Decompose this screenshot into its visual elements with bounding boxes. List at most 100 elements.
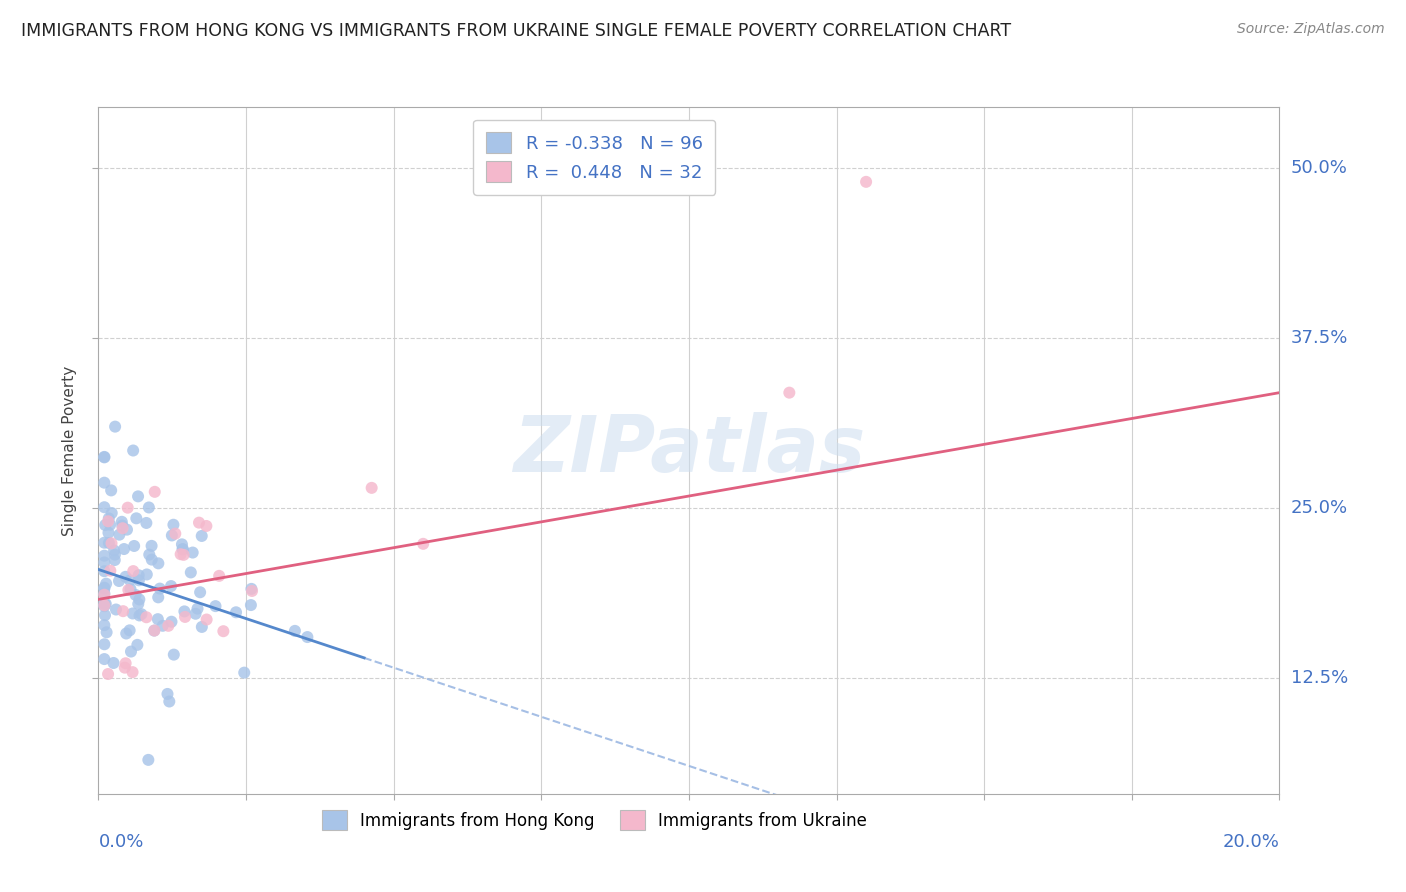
Point <box>160 579 183 593</box>
Point <box>855 175 877 189</box>
Point <box>104 548 127 562</box>
Point <box>93 637 115 651</box>
Point <box>118 624 141 638</box>
Point <box>100 483 122 498</box>
Point <box>112 604 135 618</box>
Point <box>184 607 207 621</box>
Point <box>97 536 120 550</box>
Point <box>93 652 115 666</box>
Point <box>93 599 115 614</box>
Point <box>180 566 202 580</box>
Point <box>131 607 153 622</box>
Point <box>127 597 149 611</box>
Point <box>121 607 143 621</box>
Point <box>148 591 170 605</box>
Point <box>112 542 135 557</box>
Point <box>188 516 211 530</box>
Point <box>172 542 194 557</box>
Point <box>122 539 145 553</box>
Point <box>93 581 115 595</box>
Point <box>148 557 170 571</box>
Point <box>103 656 125 670</box>
Point <box>117 582 139 597</box>
Point <box>93 549 115 563</box>
Point <box>111 521 134 535</box>
Text: ZIPatlas: ZIPatlas <box>513 412 865 489</box>
Point <box>165 526 187 541</box>
Point <box>124 588 146 602</box>
Point <box>297 630 319 644</box>
Point <box>104 602 127 616</box>
Point <box>93 564 115 578</box>
Point <box>162 517 184 532</box>
Point <box>93 597 115 611</box>
Point <box>360 481 382 495</box>
Point <box>122 443 145 458</box>
Point <box>122 564 145 578</box>
Point <box>141 552 163 566</box>
Point <box>160 528 183 542</box>
Point <box>157 619 180 633</box>
Point <box>93 599 115 613</box>
Point <box>240 584 263 599</box>
Point <box>191 620 214 634</box>
Point <box>174 610 197 624</box>
Text: 50.0%: 50.0% <box>1291 160 1347 178</box>
Point <box>93 556 115 570</box>
Point <box>93 618 115 632</box>
Point <box>121 665 143 680</box>
Point <box>94 608 117 623</box>
Point <box>195 519 218 533</box>
Point <box>97 667 120 681</box>
Point <box>97 525 120 540</box>
Point <box>135 610 157 624</box>
Point <box>143 484 166 499</box>
Point <box>93 450 115 464</box>
Text: Source: ZipAtlas.com: Source: ZipAtlas.com <box>1237 22 1385 37</box>
Point <box>98 564 121 578</box>
Point <box>93 475 115 490</box>
Point <box>208 569 231 583</box>
Point <box>128 608 150 623</box>
Point <box>128 592 150 607</box>
Legend: Immigrants from Hong Kong, Immigrants from Ukraine: Immigrants from Hong Kong, Immigrants fr… <box>315 804 873 837</box>
Point <box>108 527 131 541</box>
Point <box>97 514 120 528</box>
Point <box>212 624 235 639</box>
Point <box>93 586 115 600</box>
Point <box>157 694 180 708</box>
Point <box>114 657 136 671</box>
Point <box>120 582 142 597</box>
Point <box>117 500 139 515</box>
Point <box>127 489 149 503</box>
Point <box>98 517 121 532</box>
Point <box>239 598 262 612</box>
Point <box>93 582 115 596</box>
Point <box>172 542 194 557</box>
Point <box>97 511 120 525</box>
Point <box>135 516 157 530</box>
Point <box>233 665 256 680</box>
Point <box>195 613 218 627</box>
Point <box>115 523 138 537</box>
Point <box>93 588 115 602</box>
Point <box>114 570 136 584</box>
Point <box>146 612 169 626</box>
Point <box>94 518 117 533</box>
Point <box>240 582 263 596</box>
Point <box>163 648 186 662</box>
Point <box>284 624 307 638</box>
Point <box>412 537 434 551</box>
Point <box>104 419 127 434</box>
Point <box>111 515 134 529</box>
Point <box>778 385 800 400</box>
Text: IMMIGRANTS FROM HONG KONG VS IMMIGRANTS FROM UKRAINE SINGLE FEMALE POVERTY CORRE: IMMIGRANTS FROM HONG KONG VS IMMIGRANTS … <box>21 22 1011 40</box>
Point <box>118 574 141 588</box>
Point <box>138 500 160 515</box>
Point <box>93 450 115 465</box>
Point <box>94 597 117 611</box>
Point <box>94 576 117 591</box>
Point <box>225 605 247 619</box>
Point <box>190 529 212 543</box>
Text: 37.5%: 37.5% <box>1291 329 1348 347</box>
